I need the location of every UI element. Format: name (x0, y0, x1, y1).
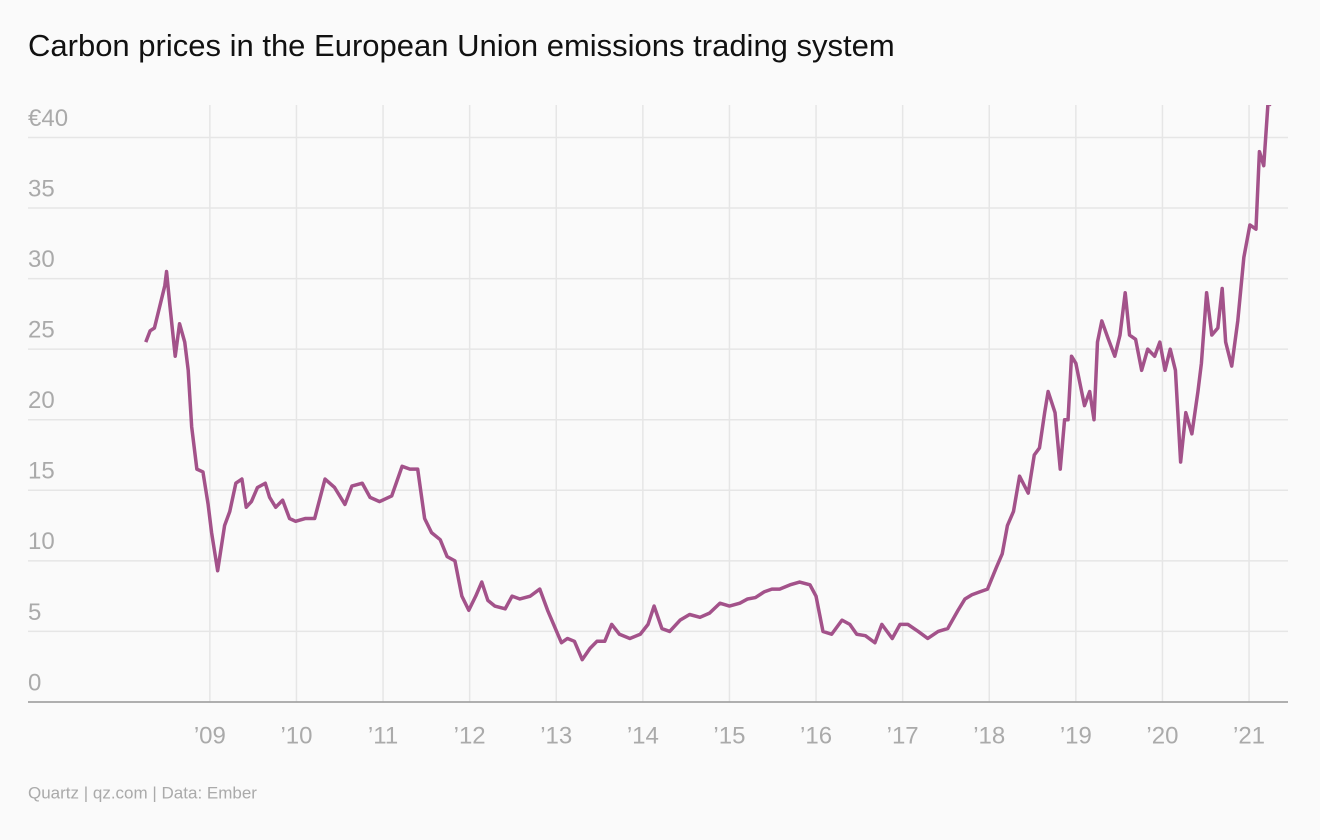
x-tick-label: ’14 (627, 722, 659, 749)
x-tick-label: ’15 (713, 722, 745, 749)
x-tick-label: ’17 (887, 722, 919, 749)
x-tick-label: ’13 (540, 722, 572, 749)
x-tick-label: ’09 (194, 722, 226, 749)
y-tick-label: 30 (28, 246, 55, 273)
y-tick-label: 5 (28, 599, 41, 626)
x-tick-label: ’16 (800, 722, 832, 749)
x-tick-label: ’19 (1060, 722, 1092, 749)
x-tick-label: ’11 (368, 722, 398, 749)
y-tick-label: €40 (28, 105, 68, 132)
source: Quartz | qz.com | Data: Ember (28, 783, 257, 802)
y-tick-label: 15 (28, 458, 55, 485)
chart-title: Carbon prices in the European Union emis… (28, 28, 895, 63)
x-tick-label: ’12 (454, 722, 486, 749)
price-line (144, 105, 1272, 662)
x-tick-label: ’10 (280, 722, 312, 749)
y-tick-label: 25 (28, 317, 55, 344)
y-tick-label: 20 (28, 387, 55, 414)
y-tick-label: 0 (28, 669, 41, 696)
y-tick-label: 10 (28, 528, 55, 555)
x-tick-label: ’21 (1233, 722, 1265, 749)
x-tick-label: ’20 (1146, 722, 1178, 749)
y-tick-label: 35 (28, 175, 55, 202)
x-tick-label: ’18 (973, 722, 1005, 749)
